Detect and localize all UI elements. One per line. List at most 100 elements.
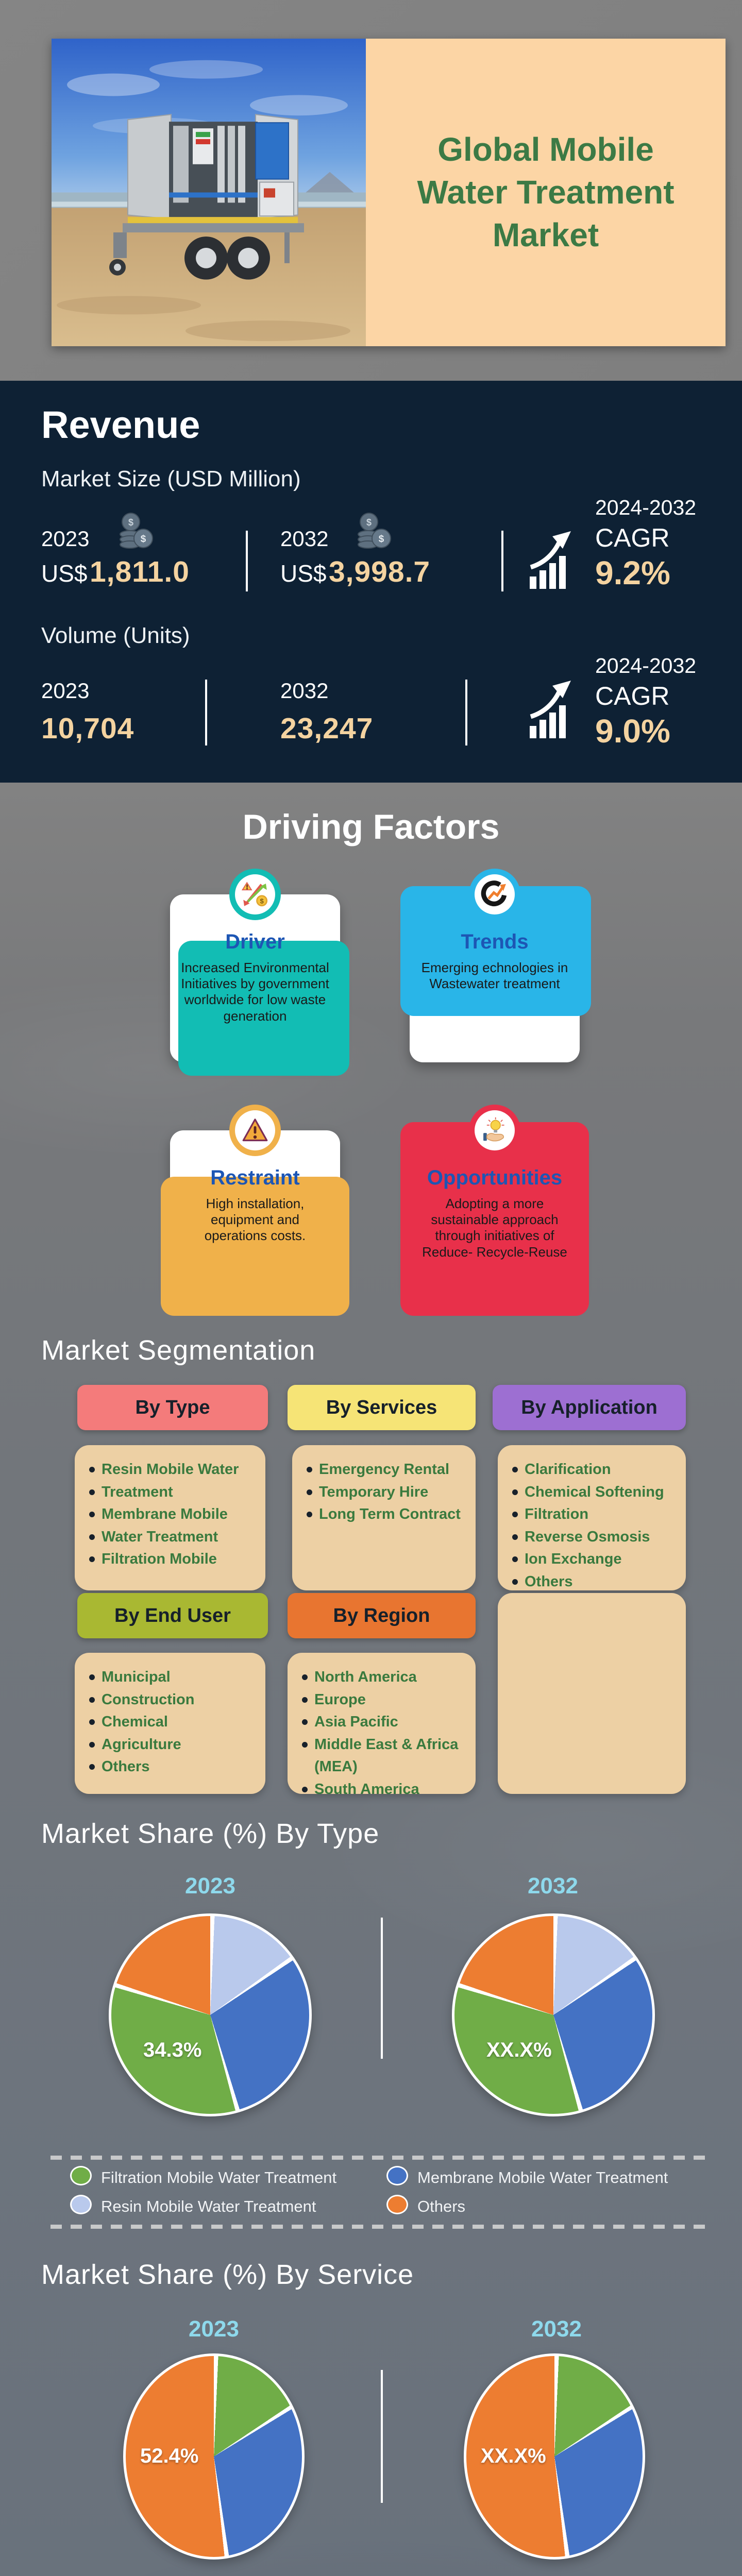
list-item: Reverse Osmosis	[511, 1526, 681, 1549]
by-type-list: Resin Mobile Water Treatment Membrane Mo…	[88, 1459, 260, 1571]
list-item: Filtration	[511, 1503, 681, 1526]
svg-text:$: $	[128, 517, 133, 528]
restraint-accent	[161, 1177, 349, 1316]
vol-cagr-period: 2024-2032	[595, 654, 697, 677]
revenue-section: Revenue Market Size (USD Million) 2023 $…	[0, 381, 742, 783]
list-item: Agriculture	[88, 1734, 260, 1756]
list-item: Others	[88, 1756, 260, 1778]
header-title-panel: Global Mobile Water Treatment Market	[366, 39, 726, 346]
growth-gears-icon: $	[235, 874, 275, 914]
list-item: Chemical	[88, 1711, 260, 1734]
segmentation-title: Market Segmentation	[41, 1335, 316, 1366]
ms-year-2032: 2032	[280, 527, 329, 551]
list-item: Water Treatment	[88, 1526, 260, 1549]
pie-label: 52.4%	[140, 2445, 199, 2467]
service-year-2023: 2023	[189, 2316, 239, 2342]
by-end-user-list: Municipal Construction Chemical Agricult…	[88, 1666, 260, 1778]
list-item: Filtration Mobile	[88, 1548, 260, 1571]
list-item: Asia Pacific	[301, 1711, 470, 1734]
by-region-list: North America Europe Asia Pacific Middle…	[301, 1666, 470, 1801]
list-item: South America	[301, 1778, 470, 1801]
list-item: Membrane Mobile	[88, 1503, 260, 1526]
restraint-card-text: High installation, equipment and operati…	[204, 1196, 306, 1244]
ms-cagr-value: 9.2%	[595, 554, 670, 591]
list-item: Others	[511, 1571, 681, 1594]
list-item: Long Term Contract	[306, 1503, 470, 1526]
svg-text:$: $	[379, 534, 384, 545]
pill-by-application: By Application	[493, 1385, 686, 1430]
list-item: Municipal	[88, 1666, 260, 1689]
list-item: Chemical Softening	[511, 1481, 681, 1504]
cagr-growth-icon	[530, 531, 571, 589]
trailer-photo	[52, 39, 366, 346]
type-year-2023: 2023	[185, 1873, 235, 1899]
vol-year-2023: 2023	[41, 679, 90, 703]
header-card: Global Mobile Water Treatment Market	[52, 39, 726, 346]
service-pie-2023: 52.4%	[123, 2353, 305, 2560]
ms-year-2023: 2023	[41, 527, 90, 551]
divider	[205, 680, 207, 745]
trends-card-text: Emerging echnologies in Wastewater treat…	[421, 960, 568, 992]
divider	[381, 1918, 383, 2059]
driver-card-text: Increased Environmental Initiatives by g…	[181, 960, 329, 1024]
warning-icon	[235, 1110, 275, 1150]
vol-year-2032: 2032	[280, 679, 329, 703]
list-item: Construction	[88, 1689, 260, 1711]
vol-value-2023: 10,704	[41, 712, 134, 745]
list-item: Temporary Hire	[306, 1481, 470, 1504]
volume-label: Volume (Units)	[41, 623, 190, 648]
dashed-divider	[50, 2225, 710, 2229]
pill-by-region: By Region	[288, 1593, 476, 1638]
idea-hand-icon	[475, 1110, 515, 1150]
driver-card-title: Driver	[225, 930, 285, 953]
by-application-list: Clarification Chemical Softening Filtrat…	[511, 1459, 681, 1593]
market-size-label: Market Size (USD Million)	[41, 466, 301, 492]
opportunities-card: Opportunities Adopting a more sustainabl…	[400, 1105, 589, 1316]
list-item: North America	[301, 1666, 470, 1689]
list-item: Middle East & Africa (MEA)	[301, 1734, 470, 1778]
by-services-list: Emergency Rental Temporary Hire Long Ter…	[306, 1459, 470, 1526]
legend-label: Membrane Mobile Water Treatment	[417, 2168, 668, 2187]
driver-badge: $	[229, 869, 281, 920]
driver-card: $ Driver Increased Environmental Initiat…	[170, 869, 349, 1076]
restraint-badge	[229, 1105, 281, 1156]
type-pie-2032: XX.X%	[452, 1913, 655, 2116]
type-pie-2023: 34.3%	[109, 1913, 312, 2116]
list-item: Clarification	[511, 1459, 681, 1481]
pill-by-end-user: By End User	[77, 1593, 268, 1638]
by-end-user-box: Municipal Construction Chemical Agricult…	[75, 1653, 265, 1794]
trend-arrow-icon	[475, 874, 515, 914]
opportunities-badge	[469, 1105, 520, 1156]
ms-value-2023: US$ 1,811.0	[41, 555, 190, 588]
divider	[246, 531, 248, 591]
revenue-title: Revenue	[41, 403, 200, 446]
service-pie-2032: XX.X%	[464, 2353, 645, 2560]
coins-icon: $ $	[358, 513, 391, 549]
driving-factors-title: Driving Factors	[242, 807, 500, 846]
svg-text:$: $	[141, 534, 146, 545]
share-by-service-title: Market Share (%) By Service	[41, 2259, 414, 2290]
legend-label: Resin Mobile Water Treatment	[101, 2197, 316, 2215]
empty-box	[498, 1593, 686, 1794]
by-application-box: Clarification Chemical Softening Filtrat…	[498, 1445, 686, 1590]
trends-badge	[469, 869, 520, 920]
legend-swatch-filtration	[70, 2166, 92, 2185]
page-title: Global Mobile Water Treatment Market	[417, 130, 674, 254]
legend-label: Others	[417, 2197, 466, 2215]
opportunities-card-text: Adopting a more sustainable approach thr…	[422, 1196, 567, 1260]
list-item: Resin Mobile Water	[88, 1459, 260, 1481]
vol-value-2032: 23,247	[280, 712, 374, 745]
pie-label: XX.X%	[481, 2445, 546, 2467]
coins-icon: $ $	[120, 513, 153, 549]
restraint-card: Restraint High installation, equipment a…	[161, 1105, 349, 1316]
driver-accent	[178, 941, 349, 1076]
by-services-box: Emergency Rental Temporary Hire Long Ter…	[292, 1445, 476, 1590]
pie-label: 34.3%	[143, 2039, 202, 2061]
trends-card: Trends Emerging echnologies in Wastewate…	[400, 869, 591, 1062]
svg-text:$: $	[260, 897, 264, 905]
legend-swatch-resin	[70, 2195, 92, 2214]
ms-value-2032: US$ 3,998.7	[280, 555, 431, 588]
by-region-box: North America Europe Asia Pacific Middle…	[288, 1653, 476, 1798]
list-item: Ion Exchange	[511, 1548, 681, 1571]
